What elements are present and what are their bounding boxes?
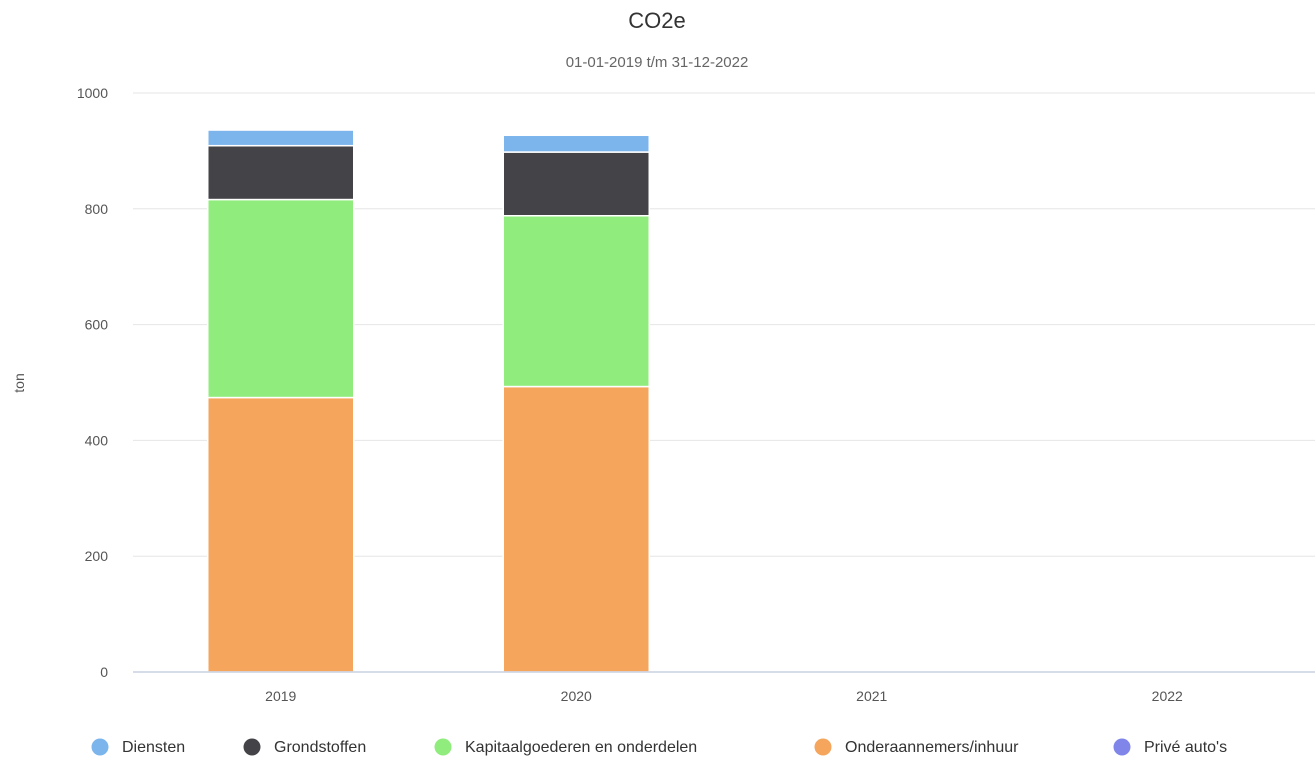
x-axis-ticks: 2019 2020 2021 2022 [265, 688, 1183, 704]
legend-label: Onderaannemers/inhuur [845, 739, 1019, 756]
legend-label: Kapitaalgoederen en onderdelen [465, 739, 697, 756]
legend-item[interactable]: Privé auto's [1113, 738, 1228, 757]
y-tick-label: 200 [85, 548, 109, 564]
bar-segment[interactable] [502, 151, 650, 217]
legend-item[interactable]: Kapitaalgoederen en onderdelen [434, 738, 698, 757]
x-tick-label: 2022 [1152, 688, 1183, 704]
legend-item[interactable]: Grondstoffen [243, 738, 367, 757]
bar-segment[interactable] [207, 396, 355, 673]
x-tick-label: 2021 [856, 688, 887, 704]
legend-item[interactable]: Diensten [91, 738, 186, 757]
y-tick-label: 800 [85, 201, 109, 217]
legend-marker [814, 738, 832, 756]
legend-label: Grondstoffen [274, 739, 366, 756]
bar-segment[interactable] [502, 214, 650, 388]
legend-marker [243, 738, 261, 756]
legend-label: Privé auto's [1144, 739, 1227, 756]
y-tick-label: 400 [85, 432, 109, 448]
legend-marker [1113, 738, 1131, 756]
legend: Diensten Grondstoffen Kapitaalgoederen en … [91, 738, 1228, 757]
legend-marker [434, 738, 452, 756]
bar-segment[interactable] [207, 144, 355, 201]
legend-label: Diensten [122, 739, 185, 756]
bar-segment[interactable] [207, 129, 355, 147]
legend-marker [91, 738, 109, 756]
bar-segment[interactable] [502, 134, 650, 153]
bar-segment[interactable] [207, 198, 355, 399]
chart-subtitle: 01-01-2019 t/m 31-12-2022 [566, 54, 749, 71]
x-tick-label: 2019 [265, 688, 296, 704]
y-tick-label: 0 [100, 664, 108, 680]
y-tick-label: 1000 [77, 85, 108, 101]
x-tick-label: 2020 [561, 688, 592, 704]
chart-title: CO2e [628, 8, 685, 33]
legend-item[interactable]: Onderaannemers/inhuur [814, 738, 1020, 757]
y-axis-ticks: 0 200 400 600 800 1000 [77, 85, 108, 680]
y-tick-label: 600 [85, 317, 109, 333]
bar-segment[interactable] [502, 385, 650, 673]
y-axis-title: ton [11, 373, 27, 392]
bars [207, 129, 650, 673]
